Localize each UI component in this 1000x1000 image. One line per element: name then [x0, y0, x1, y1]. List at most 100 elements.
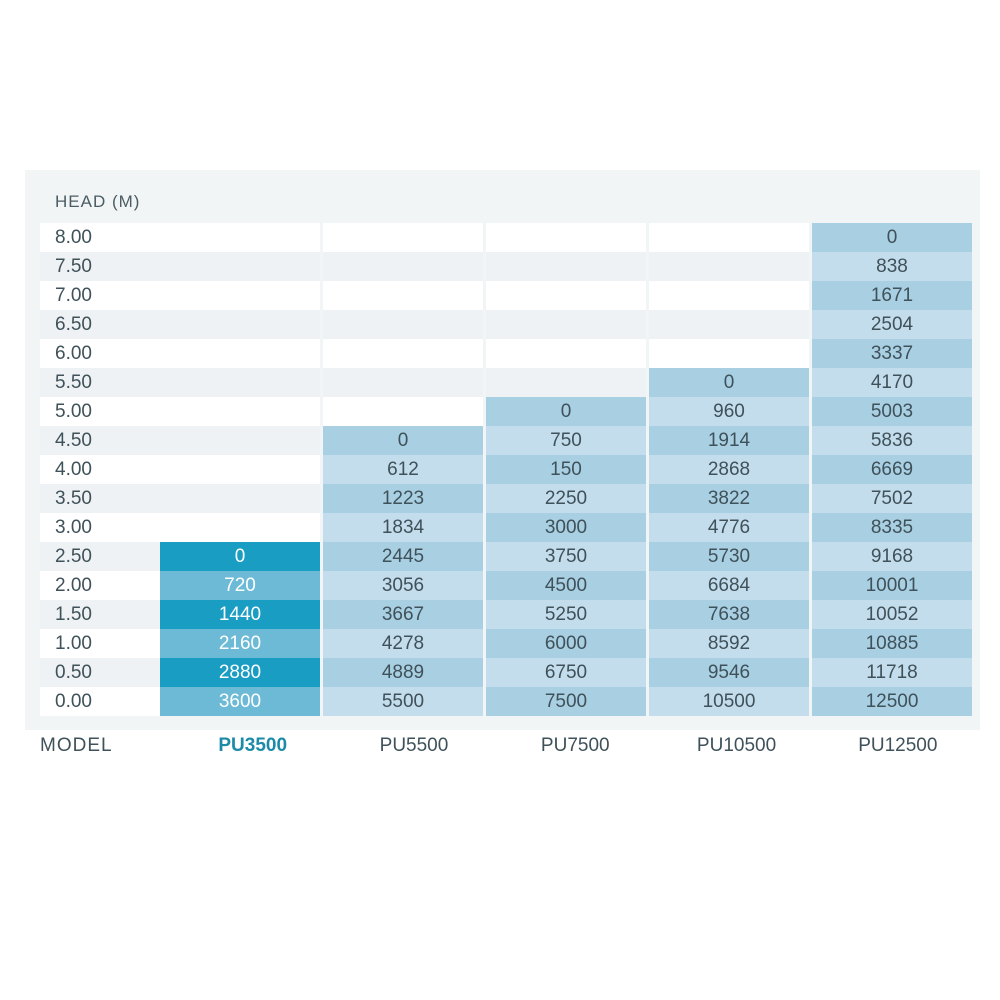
head-value-cell: 2.50 — [40, 542, 160, 571]
data-cell — [649, 339, 809, 368]
data-cell: 0 — [649, 368, 809, 397]
data-cell: 0 — [486, 397, 646, 426]
data-panel: HEAD (M) 8.0007.508387.0016716.5025046.0… — [25, 170, 980, 730]
data-cell: 150 — [486, 455, 646, 484]
head-value-cell: 3.50 — [40, 484, 160, 513]
data-cell: 1671 — [812, 281, 972, 310]
data-cell — [160, 252, 320, 281]
head-value-cell: 8.00 — [40, 223, 160, 252]
head-value-cell: 3.00 — [40, 513, 160, 542]
head-value-cell: 1.50 — [40, 600, 160, 629]
data-cell: 838 — [812, 252, 972, 281]
model-row-label: MODEL — [25, 735, 174, 775]
table-row: 4.50075019145836 — [40, 426, 978, 455]
data-cell: 10500 — [649, 687, 809, 716]
table-row: 7.50 838 — [40, 252, 978, 281]
data-cell: 0 — [812, 223, 972, 252]
data-cell: 6669 — [812, 455, 972, 484]
head-value-cell: 0.50 — [40, 658, 160, 687]
data-cell: 3667 — [323, 600, 483, 629]
data-cell — [160, 339, 320, 368]
model-row: MODEL PU3500PU5500PU7500PU10500PU12500 — [25, 735, 980, 775]
model-name: PU10500 — [657, 735, 815, 775]
data-cell: 9546 — [649, 658, 809, 687]
data-cell — [160, 397, 320, 426]
data-cell — [323, 397, 483, 426]
data-cell: 2445 — [323, 542, 483, 571]
data-cell — [323, 339, 483, 368]
head-value-cell: 4.50 — [40, 426, 160, 455]
data-cell: 4170 — [812, 368, 972, 397]
model-name: PU5500 — [335, 735, 493, 775]
data-cell: 2868 — [649, 455, 809, 484]
table-row: 4.00 61215028686669 — [40, 455, 978, 484]
data-cell: 2504 — [812, 310, 972, 339]
table-row: 7.001671 — [40, 281, 978, 310]
data-cell: 750 — [486, 426, 646, 455]
head-value-cell: 4.00 — [40, 455, 160, 484]
data-cell: 612 — [323, 455, 483, 484]
data-cell: 5500 — [323, 687, 483, 716]
model-name: PU3500 — [174, 735, 332, 775]
data-cell: 6684 — [649, 571, 809, 600]
data-cell — [649, 223, 809, 252]
data-cell: 8592 — [649, 629, 809, 658]
data-cell: 6750 — [486, 658, 646, 687]
data-cell — [160, 455, 320, 484]
table-header: HEAD (M) — [55, 192, 140, 212]
data-cell: 5250 — [486, 600, 646, 629]
table-row: 2.0072030564500668410001 — [40, 571, 978, 600]
data-cell: 3337 — [812, 339, 972, 368]
data-cell — [160, 484, 320, 513]
data-cell: 4776 — [649, 513, 809, 542]
data-cell: 3750 — [486, 542, 646, 571]
data-cell — [486, 252, 646, 281]
data-cell: 4278 — [323, 629, 483, 658]
head-value-cell: 6.00 — [40, 339, 160, 368]
table-row: 5.5004170 — [40, 368, 978, 397]
data-cell: 5836 — [812, 426, 972, 455]
data-cell — [160, 426, 320, 455]
table-row: 5.0009605003 — [40, 397, 978, 426]
data-cell — [323, 310, 483, 339]
table-row: 6.00 3337 — [40, 339, 978, 368]
data-cell — [486, 339, 646, 368]
data-cell — [649, 252, 809, 281]
data-cell — [323, 368, 483, 397]
data-cell: 0 — [323, 426, 483, 455]
data-cell: 4500 — [486, 571, 646, 600]
data-cell — [323, 281, 483, 310]
data-cell: 720 — [160, 571, 320, 600]
data-cell: 7500 — [486, 687, 646, 716]
data-cell: 6000 — [486, 629, 646, 658]
data-cell: 10052 — [812, 600, 972, 629]
data-cell: 2250 — [486, 484, 646, 513]
data-cell: 3822 — [649, 484, 809, 513]
data-cell: 2880 — [160, 658, 320, 687]
data-cell: 3000 — [486, 513, 646, 542]
data-cell — [160, 513, 320, 542]
data-cell — [160, 223, 320, 252]
model-name: PU12500 — [819, 735, 977, 775]
data-cell: 7502 — [812, 484, 972, 513]
table-row: 0.003600550075001050012500 — [40, 687, 978, 716]
data-cell: 12500 — [812, 687, 972, 716]
table-row: 3.00 1834300047768335 — [40, 513, 978, 542]
data-cell — [486, 310, 646, 339]
table-row: 1.50144036675250763810052 — [40, 600, 978, 629]
data-cell — [649, 281, 809, 310]
head-value-cell: 7.50 — [40, 252, 160, 281]
data-cell: 9168 — [812, 542, 972, 571]
data-cell: 1834 — [323, 513, 483, 542]
data-cell: 8335 — [812, 513, 972, 542]
data-grid: 8.0007.508387.0016716.5025046.0033375.50… — [40, 223, 978, 716]
data-cell: 4889 — [323, 658, 483, 687]
head-value-cell: 5.00 — [40, 397, 160, 426]
data-cell — [486, 281, 646, 310]
data-cell: 5730 — [649, 542, 809, 571]
table-row: 0.50288048896750954611718 — [40, 658, 978, 687]
data-cell: 10001 — [812, 571, 972, 600]
table-row: 2.5002445375057309168 — [40, 542, 978, 571]
data-cell: 1223 — [323, 484, 483, 513]
data-cell: 960 — [649, 397, 809, 426]
